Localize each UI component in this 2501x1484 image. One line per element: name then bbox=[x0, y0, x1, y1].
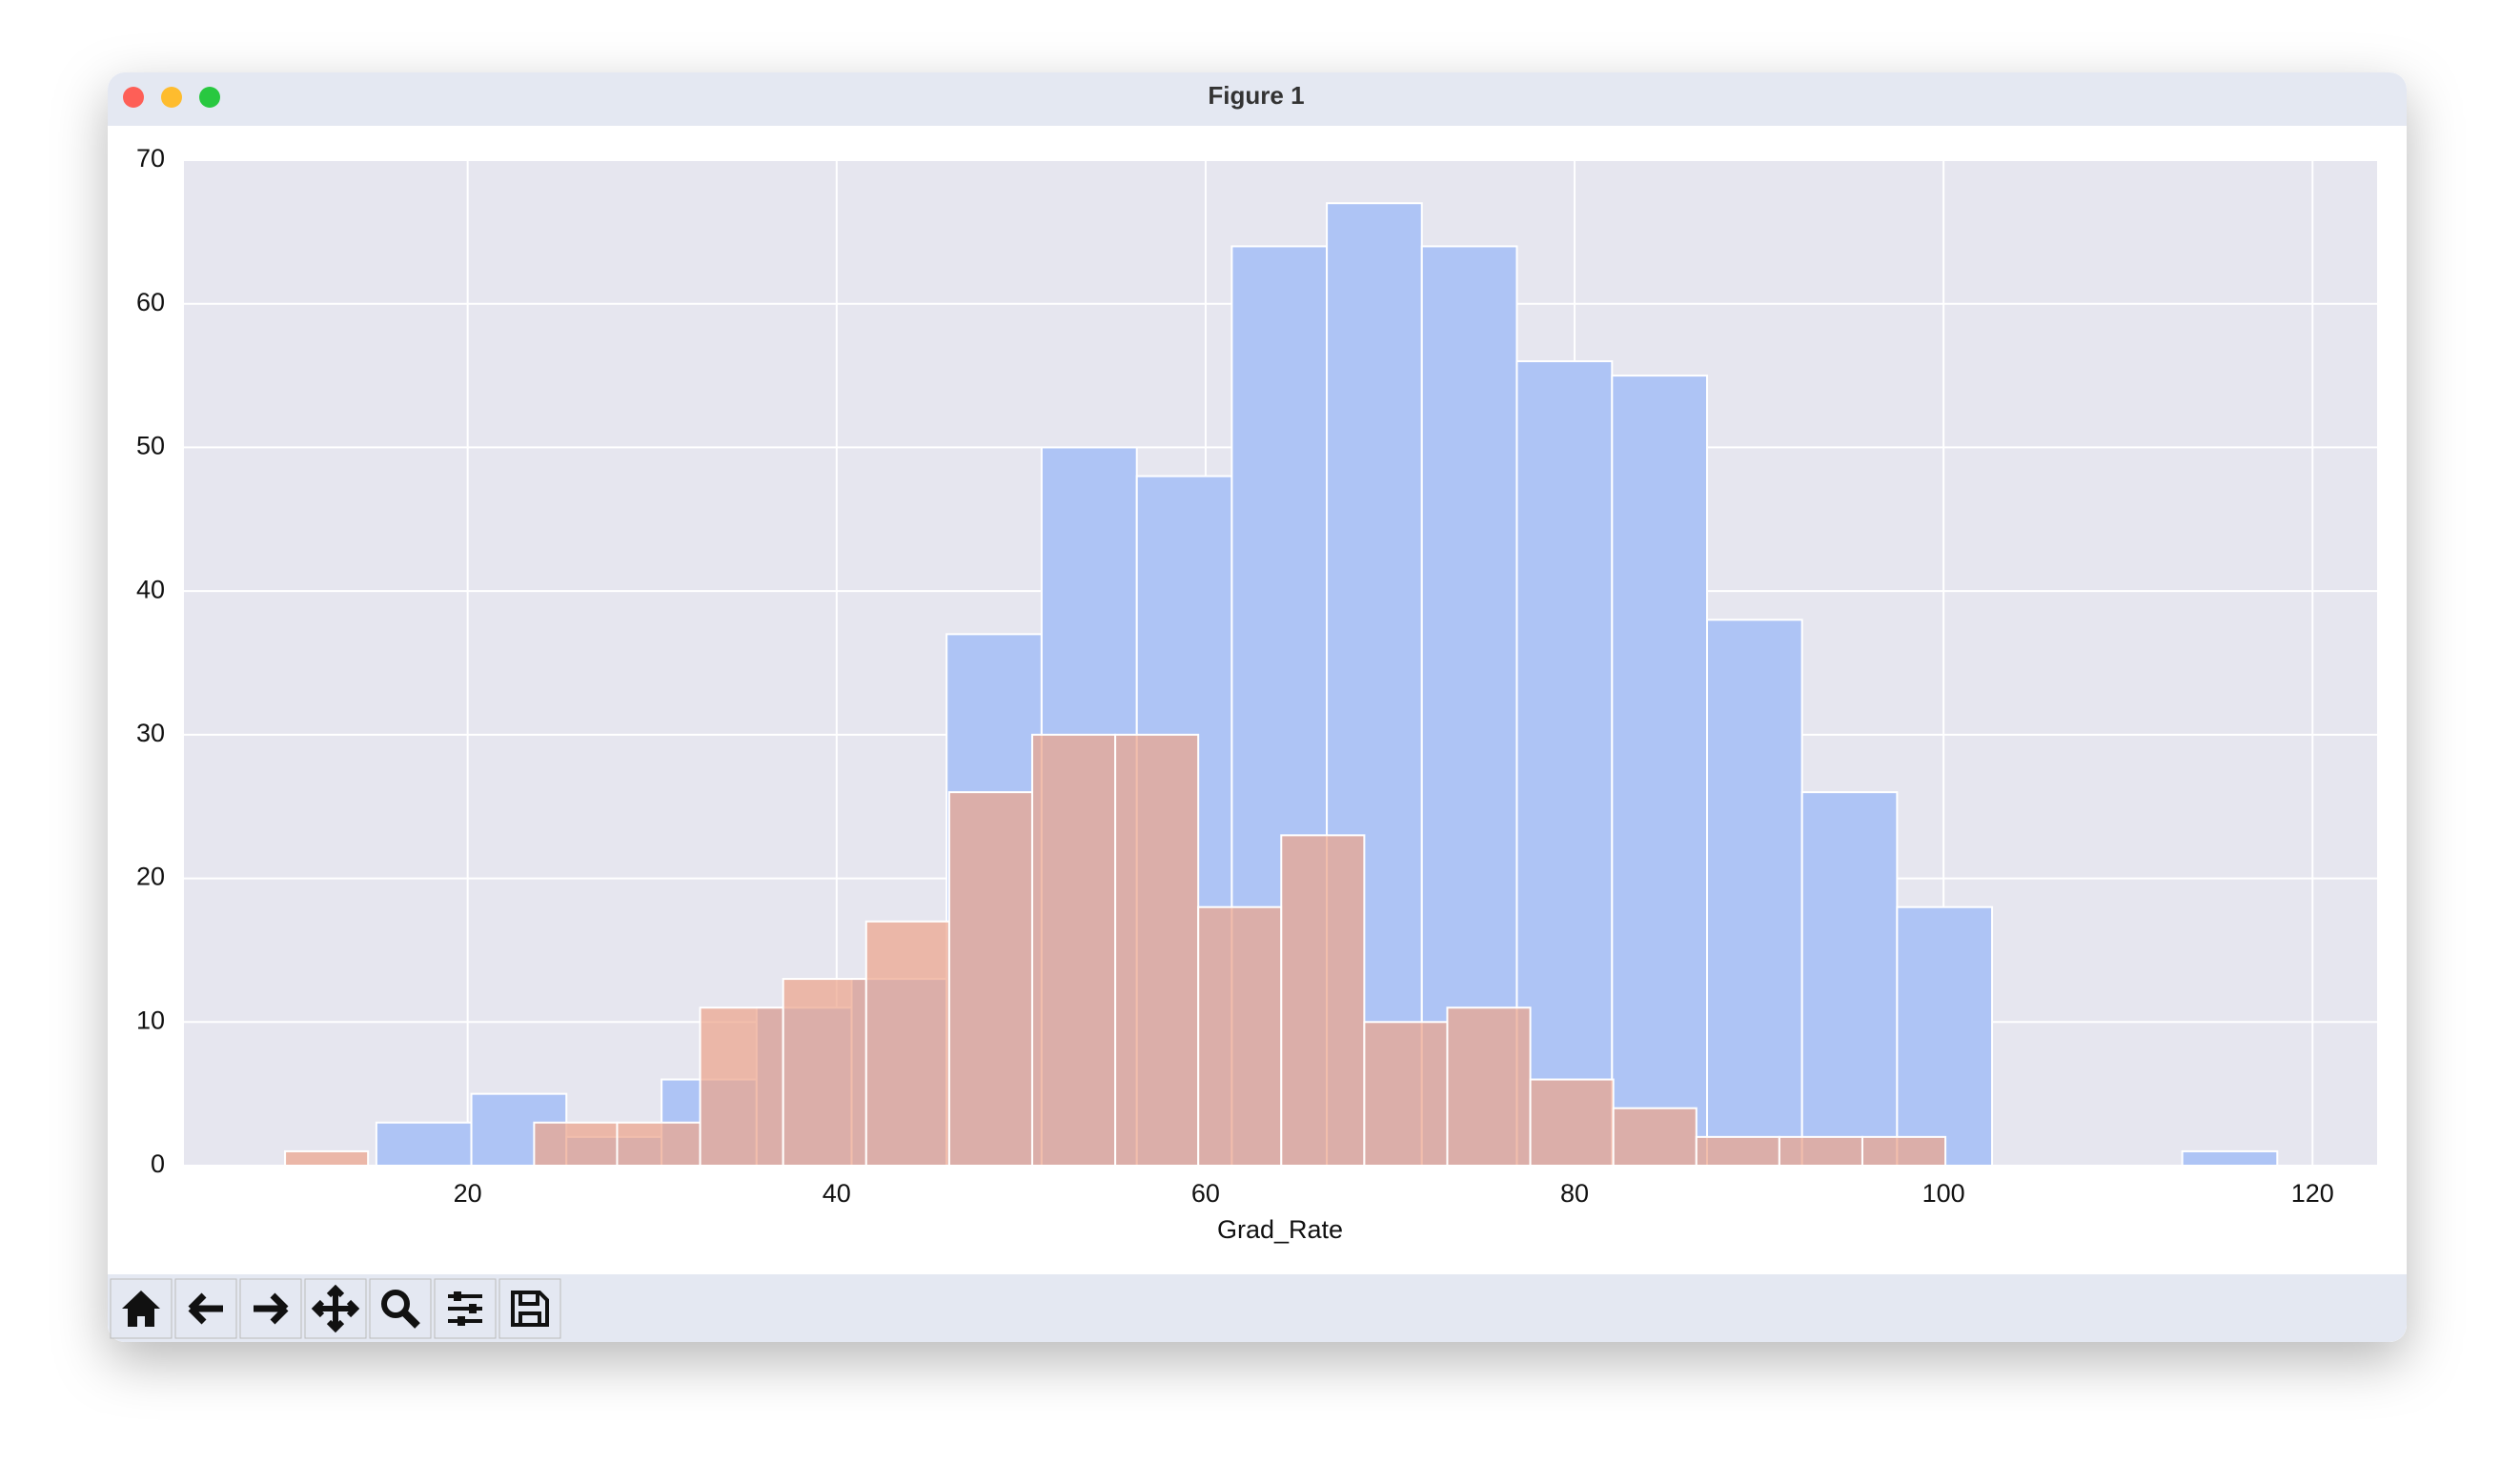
zoom-icon-handle bbox=[401, 1310, 420, 1329]
histogram-bar bbox=[1778, 1135, 1863, 1168]
y-tick-label: 50 bbox=[136, 432, 165, 460]
x-tick-label: 100 bbox=[1922, 1179, 1965, 1208]
histogram-bar bbox=[1363, 1021, 1449, 1168]
pan-icon bbox=[311, 1284, 360, 1333]
histogram-bar bbox=[1515, 360, 1614, 1167]
toolbar bbox=[108, 1274, 2407, 1342]
close-button[interactable] bbox=[123, 87, 144, 108]
y-tick-label: 70 bbox=[136, 144, 165, 173]
histogram-bar bbox=[1446, 1006, 1532, 1167]
histogram-bar bbox=[1695, 1135, 1780, 1168]
histogram-bar bbox=[1612, 1107, 1698, 1167]
x-tick-label: 20 bbox=[454, 1179, 482, 1208]
histogram-bar bbox=[1114, 733, 1200, 1167]
histogram-bar bbox=[1280, 834, 1366, 1167]
configure-knob bbox=[458, 1316, 465, 1326]
zoom-button[interactable] bbox=[199, 87, 220, 108]
histogram-bar bbox=[1896, 905, 1994, 1167]
histogram-bar bbox=[1800, 791, 1899, 1168]
histogram-bar bbox=[1860, 1135, 1947, 1168]
histogram-bar bbox=[1706, 619, 1803, 1167]
histogram-bar bbox=[1030, 733, 1117, 1167]
back-icon bbox=[188, 1292, 223, 1325]
y-tick-label: 0 bbox=[151, 1149, 165, 1178]
y-tick-label: 10 bbox=[136, 1006, 165, 1034]
y-tick-label: 30 bbox=[136, 719, 165, 747]
histogram-bar bbox=[2181, 1149, 2279, 1168]
x-tick-label: 80 bbox=[1560, 1179, 1589, 1208]
y-tick-label: 20 bbox=[136, 863, 165, 891]
bars bbox=[284, 202, 2279, 1168]
home-icon bbox=[122, 1291, 160, 1327]
toolbar-buttons bbox=[110, 1278, 561, 1339]
y-tick-label: 60 bbox=[136, 288, 165, 316]
histogram-bar bbox=[284, 1149, 370, 1168]
histogram-bar bbox=[1529, 1078, 1615, 1167]
configure-knob bbox=[469, 1304, 477, 1313]
zoom-icon bbox=[381, 1290, 410, 1318]
window-title: Figure 1 bbox=[1208, 81, 1304, 110]
histogram-bar bbox=[533, 1121, 619, 1168]
title-bar bbox=[108, 72, 2407, 126]
histogram-bar bbox=[782, 978, 867, 1167]
minimize-button[interactable] bbox=[161, 87, 182, 108]
histogram-bar bbox=[1197, 905, 1283, 1167]
zoom-tool-button[interactable] bbox=[369, 1278, 432, 1339]
save-button[interactable] bbox=[498, 1278, 561, 1339]
y-tick-label: 40 bbox=[136, 575, 165, 603]
x-tick-label: 60 bbox=[1191, 1179, 1220, 1208]
x-tick-label: 120 bbox=[2291, 1179, 2334, 1208]
histogram-bar bbox=[616, 1121, 702, 1168]
x-tick-label: 40 bbox=[823, 1179, 851, 1208]
histogram-bar bbox=[699, 1006, 784, 1167]
tick-labels: 0 10 20 30 40 50 60 70 20 40 60 80 100 120 bbox=[136, 144, 2334, 1208]
x-axis-label: Grad_Rate bbox=[1217, 1215, 1343, 1244]
histogram-bar bbox=[1611, 375, 1709, 1168]
histogram-bar bbox=[864, 920, 950, 1167]
configure-knob bbox=[454, 1291, 461, 1301]
forward-icon bbox=[254, 1292, 289, 1325]
histogram-bar bbox=[947, 791, 1033, 1168]
save-icon bbox=[511, 1291, 549, 1327]
histogram-bar bbox=[375, 1121, 473, 1168]
